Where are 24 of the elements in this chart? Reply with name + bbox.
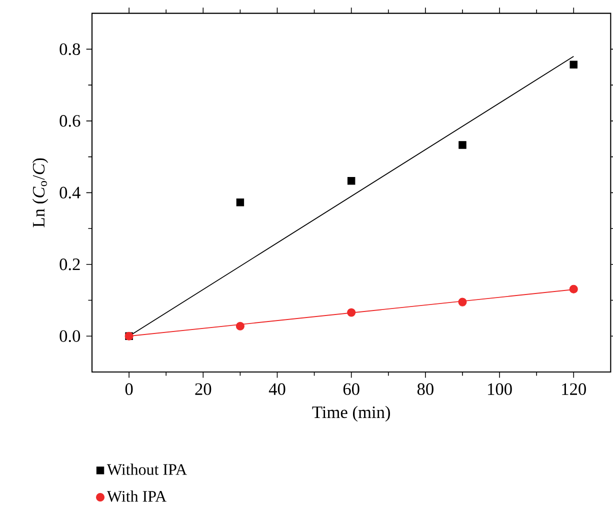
point (458, 298, 467, 306)
x-tick-label: 60 (343, 383, 360, 395)
y-tick-label: 0.0 (60, 330, 80, 342)
x-tick-label: 40 (268, 383, 286, 395)
y-tick-label: 0.2 (60, 258, 80, 270)
x-tick-label: 0 (125, 383, 133, 395)
legend-label: Without IPA (106, 464, 187, 476)
point (236, 322, 244, 330)
point (347, 176, 356, 185)
y-tick-label: 0.8 (60, 43, 80, 56)
x-tick-label: 120 (562, 383, 586, 395)
y-tick-label: 0.6 (60, 115, 80, 127)
point (569, 284, 578, 294)
legend-label: With IPA (106, 490, 167, 502)
point (347, 308, 356, 317)
x-tick-label: 20 (195, 383, 212, 395)
y-axis-title: Ln (C$_{o}$/C) (32, 158, 48, 228)
point (458, 141, 466, 149)
point (570, 60, 578, 68)
x-tick-label: 80 (417, 383, 434, 395)
point (236, 198, 244, 206)
y-tick-label: 0.4 (60, 186, 80, 199)
x-tick-label: 100 (488, 383, 512, 395)
x-axis-title: Time (min) (312, 406, 390, 422)
